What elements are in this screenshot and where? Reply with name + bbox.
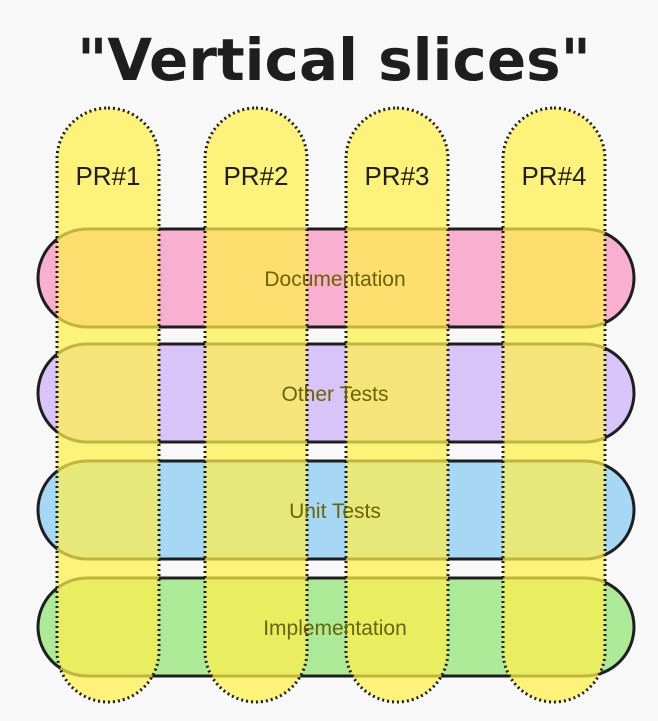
slice-label-2: PR#2 <box>223 161 288 191</box>
slice-pr-4: PR#4 <box>501 106 607 704</box>
slice-pr-3: PR#3 <box>344 106 450 704</box>
slice-pr-1: PR#1 <box>55 106 161 704</box>
layer-label-documentation: Documentation <box>264 268 405 291</box>
layers-group <box>36 227 636 678</box>
slice-label-1: PR#1 <box>75 161 140 191</box>
slices-group: PR#1 PR#2 PR#3 PR#4 <box>55 106 607 704</box>
diagram-title: "Vertical slices" <box>77 26 591 94</box>
slice-label-4: PR#4 <box>521 161 586 191</box>
layer-band-unit-tests <box>36 459 636 561</box>
slice-column-2 <box>203 106 309 704</box>
slice-label-3: PR#3 <box>364 161 429 191</box>
slice-column-1 <box>55 106 161 704</box>
layer-labels-group: Documentation Other Tests Unit Tests Implem… <box>263 268 407 640</box>
layer-band-implementation <box>36 576 636 678</box>
layer-label-other-tests: Other Tests <box>282 383 389 406</box>
layer-band-other-tests <box>36 342 636 444</box>
layer-band-documentation <box>36 227 636 329</box>
slice-column-3 <box>344 106 450 704</box>
layer-label-implementation: Implementation <box>263 617 407 640</box>
layer-label-unit-tests: Unit Tests <box>289 500 381 523</box>
slice-pr-2: PR#2 <box>203 106 309 704</box>
slice-column-4 <box>501 106 607 704</box>
